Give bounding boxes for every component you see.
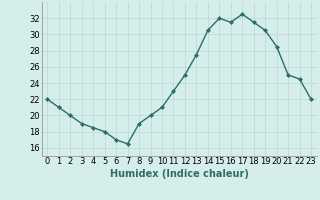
X-axis label: Humidex (Indice chaleur): Humidex (Indice chaleur) (110, 169, 249, 179)
